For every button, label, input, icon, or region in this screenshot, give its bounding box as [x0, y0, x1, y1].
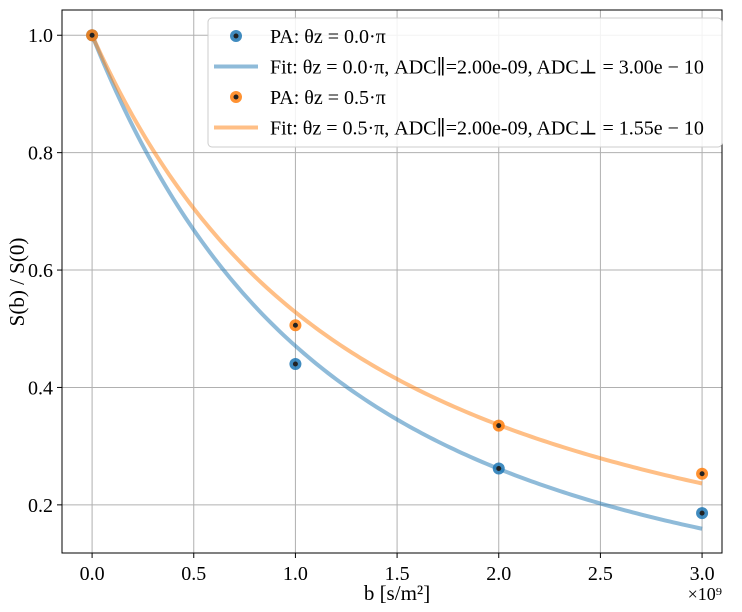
fit-curve [90, 34, 703, 531]
legend-label: PA: θz = 0.5·π [270, 87, 386, 109]
data-point-center [89, 32, 95, 38]
x-axis-label: b [s/m²] [364, 581, 430, 605]
legend-label: PA: θz = 0.0·π [270, 26, 386, 48]
x-tick-label: 3.0 [690, 563, 715, 585]
data-point [492, 419, 505, 432]
legend-label: Fit: θz = 0.5·π, ADC∥=2.00e-09, ADC⊥ = 1… [270, 118, 704, 140]
x-tick-label: 2.5 [588, 563, 613, 585]
data-point-center [496, 465, 502, 471]
data-point-center [292, 322, 298, 328]
legend-item: PA: θz = 0.0·π [230, 26, 386, 48]
y-tick-label: 0.6 [28, 260, 53, 282]
y-tick-label: 0.4 [28, 377, 53, 399]
y-tick-label: 0.8 [28, 143, 53, 165]
fit-curves [90, 34, 703, 531]
y-tick-label: 0.2 [28, 495, 53, 517]
x-offset-label: ×10⁹ [688, 584, 722, 604]
x-tick-label: 0.5 [181, 563, 206, 585]
data-point [289, 319, 302, 332]
data-point [289, 357, 302, 370]
fit-curve [90, 34, 703, 486]
data-point [86, 29, 99, 42]
legend-item: Fit: θz = 0.0·π, ADC∥=2.00e-09, ADC⊥ = 3… [214, 57, 704, 79]
data-point [696, 507, 709, 520]
data-point-center [699, 510, 705, 516]
data-points [86, 29, 709, 520]
y-tick-label: 1.0 [28, 25, 53, 47]
legend-label: Fit: θz = 0.0·π, ADC∥=2.00e-09, ADC⊥ = 3… [270, 57, 704, 79]
x-tick-label: 1.5 [385, 563, 410, 585]
plot-frame [61, 9, 723, 554]
data-point [492, 462, 505, 475]
data-point [696, 467, 709, 480]
legend-item: PA: θz = 0.5·π [230, 87, 386, 109]
legend-marker-center [233, 33, 239, 39]
data-point-center [292, 361, 298, 367]
x-tick-label: 0.0 [80, 563, 105, 585]
legend-item: Fit: θz = 0.5·π, ADC∥=2.00e-09, ADC⊥ = 1… [214, 118, 704, 140]
data-point-center [699, 471, 705, 477]
x-ticks: 0.0 0.5 1.0 1.5 2.0 2.5 3.0 [80, 553, 715, 585]
x-tick-label: 1.0 [283, 563, 308, 585]
y-ticks: 0.2 0.4 0.6 0.8 1.0 [28, 25, 62, 517]
y-axis-label: S(b) / S(0) [5, 238, 29, 327]
legend: PA: θz = 0.0·π Fit: θz = 0.0·π, ADC∥=2.00… [207, 17, 723, 148]
legend-box [207, 17, 723, 148]
legend-marker-center [233, 94, 239, 100]
x-tick-label: 2.0 [486, 563, 511, 585]
data-point-center [496, 423, 502, 429]
